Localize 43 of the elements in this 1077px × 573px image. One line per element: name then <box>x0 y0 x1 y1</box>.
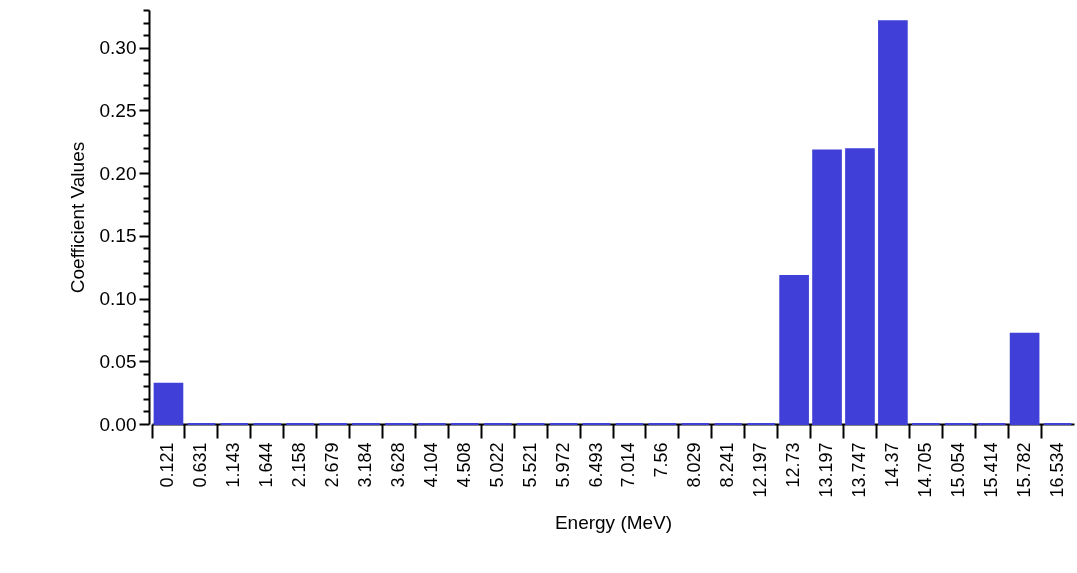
x-tick-label: 13.197 <box>816 442 837 498</box>
x-tick-label: 6.493 <box>585 442 606 488</box>
bar <box>1009 332 1040 425</box>
y-tick-label: 0.30 <box>99 37 137 59</box>
bar <box>779 274 809 425</box>
x-tick-label: 2.679 <box>322 442 343 488</box>
x-tick-label: 2.158 <box>289 442 310 488</box>
x-tick-label: 5.022 <box>486 442 507 488</box>
x-tick-label: 1.644 <box>256 442 277 488</box>
bar <box>878 20 908 425</box>
x-tick-label: 5.521 <box>519 442 540 488</box>
x-tick-label: 8.241 <box>717 442 738 488</box>
x-tick-label: 12.73 <box>783 442 804 488</box>
x-tick-label: 12.197 <box>750 442 771 498</box>
x-tick-label: 3.628 <box>387 442 408 488</box>
x-tick-label: 13.747 <box>848 442 869 498</box>
bar <box>153 382 184 425</box>
x-tick-label: 7.014 <box>618 442 639 488</box>
x-tick-label: 4.104 <box>420 442 441 488</box>
x-tick-label: 0.121 <box>157 442 178 488</box>
x-tick-label: 14.705 <box>914 442 935 498</box>
bar <box>812 149 842 425</box>
x-tick-label: 5.972 <box>552 442 573 488</box>
y-tick-label: 0.20 <box>99 162 137 184</box>
y-tick-label: 0.15 <box>99 225 137 247</box>
y-axis-title: Coefficient Values <box>66 141 88 294</box>
x-tick-label: 0.631 <box>190 442 211 488</box>
x-tick-label: 15.054 <box>947 442 968 498</box>
x-tick-label: 15.782 <box>1013 442 1034 498</box>
y-tick-label: 0.00 <box>99 413 137 435</box>
x-tick-label: 8.029 <box>684 442 705 488</box>
x-tick-label: 7.56 <box>651 442 672 478</box>
x-tick-label: 1.143 <box>223 442 244 488</box>
x-tick-label: 15.414 <box>980 442 1001 498</box>
x-tick-label: 3.184 <box>355 442 376 488</box>
x-axis-title: Energy (MeV) <box>554 511 673 533</box>
x-tick-label: 14.37 <box>881 442 902 488</box>
x-tick-label: 4.508 <box>453 442 474 488</box>
y-tick-label: 0.25 <box>99 99 137 121</box>
bar <box>845 148 875 425</box>
y-tick-label: 0.05 <box>99 350 137 372</box>
x-tick-label: 16.534 <box>1046 442 1067 498</box>
y-tick-label: 0.10 <box>99 288 137 310</box>
